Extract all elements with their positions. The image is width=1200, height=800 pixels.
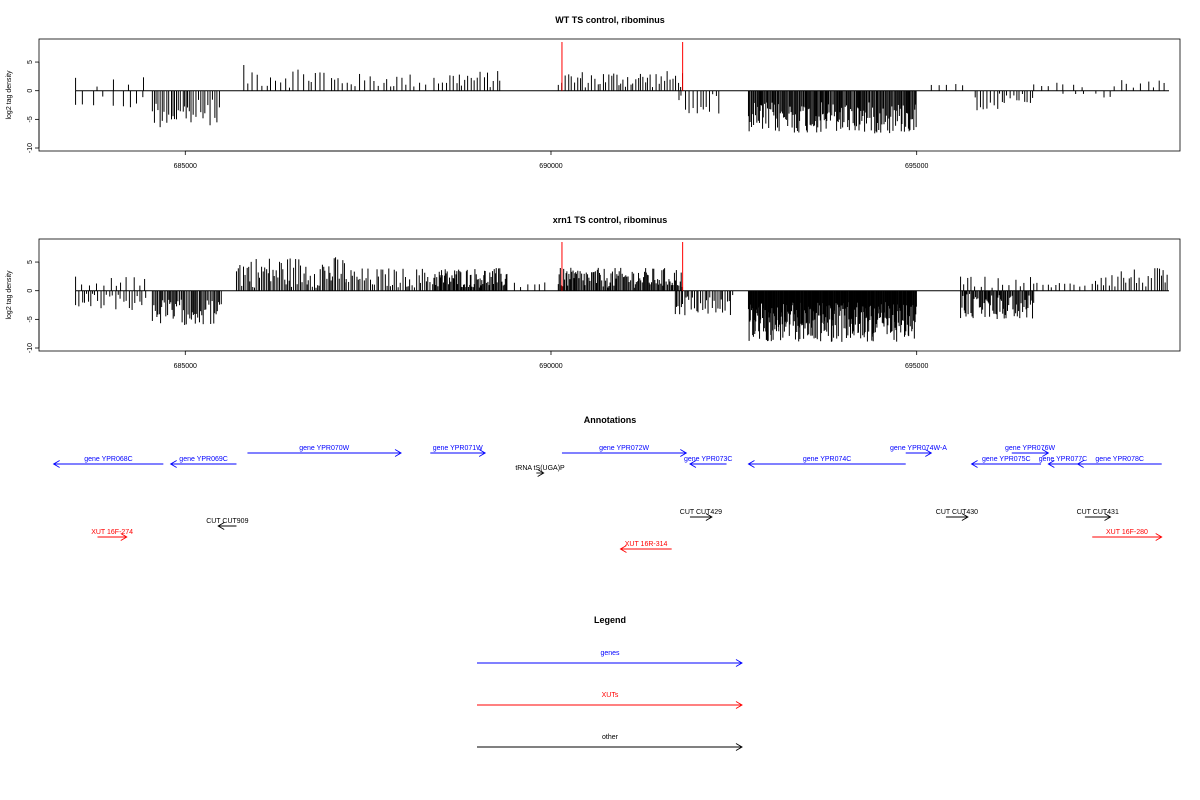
xrn1-y-axis: -10 -5 0 5 (27, 260, 40, 353)
annotation-label: gene YPR069C (179, 456, 228, 463)
annotation-arrowhead (961, 513, 969, 521)
xrn1-y-tick-label: -5 (27, 316, 34, 322)
wt-y-axis-label: log2 tag density (6, 70, 13, 120)
legend-entries: genes XUTs other (477, 650, 743, 751)
annotation-arrowhead (925, 449, 933, 457)
xrn1-y-axis-label: log2 tag density (6, 270, 13, 320)
wt-x-axis: 685000 690000 695000 (174, 150, 928, 170)
annotation-label: gene YPR071W (433, 445, 483, 452)
annotation-arrowhead (1076, 460, 1084, 468)
wt-y-axis: -10 -5 0 5 (27, 60, 40, 153)
annotation-arrowhead (1155, 533, 1163, 541)
legend-label: XUTs (602, 692, 619, 699)
annotation-arrowhead (478, 449, 487, 457)
annotation-arrowhead (1042, 449, 1050, 457)
annotation-arrowhead (394, 449, 402, 457)
annotation-label: XUT 16F-280 (1106, 529, 1148, 536)
annotation-arrowhead (619, 545, 627, 553)
wt-panel-title: WT TS control, ribominus (555, 15, 665, 25)
legend-label: other (602, 734, 619, 741)
xrn1-highlight-marks (561, 242, 684, 291)
legend-arrowhead (735, 701, 743, 709)
wt-coverage-bars (75, 65, 1165, 134)
annotation-label: gene YPR077C (1039, 456, 1088, 463)
wt-y-tick-label: 5 (27, 60, 34, 64)
annotation-arrowhead (747, 460, 755, 468)
annotation-arrowhead (1104, 513, 1112, 521)
annotation-label: gene YPR076W (1005, 445, 1055, 452)
wt-y-tick-label: 0 (27, 89, 34, 93)
annotation-arrowhead (537, 469, 545, 477)
xrn1-x-tick-label: 685000 (174, 363, 197, 370)
annotation-arrowhead (705, 513, 713, 521)
annotation-arrowhead (217, 522, 225, 530)
xrn1-y-tick-label: 0 (27, 289, 34, 293)
annotation-label: gene YPR072W (599, 445, 649, 452)
annotation-arrowhead (680, 449, 688, 457)
annotation-label: gene YPR074W-A (890, 445, 947, 452)
annotations-title: Annotations (584, 415, 637, 425)
annotation-arrowhead (689, 460, 697, 468)
legend-arrowhead (735, 743, 743, 751)
annotation-arrowhead (1047, 460, 1055, 468)
annotation-label: CUT CUT431 (1077, 509, 1119, 516)
wt-y-tick-label: -10 (27, 143, 34, 153)
annotation-label: gene YPR075C (982, 456, 1031, 463)
annotations-track: Annotations gene YPR068C gene YPR069Cgene… (52, 415, 1163, 553)
xrn1-y-tick-label: 5 (27, 260, 34, 264)
annotation-label: CUT CUT430 (936, 509, 978, 516)
xrn1-x-tick-label: 695000 (905, 363, 928, 370)
wt-x-tick-label: 695000 (905, 163, 928, 170)
annotation-arrowhead (120, 533, 128, 541)
xrn1-y-tick-label: -10 (27, 343, 34, 353)
annotation-arrowhead (970, 460, 978, 468)
xrn1-panel-title: xrn1 TS control, ribominus (553, 215, 668, 225)
wt-x-tick-label: 690000 (539, 163, 562, 170)
annotation-features: gene YPR068C gene YPR069C gene YPR070W gene… (52, 445, 1163, 553)
xrn1-coverage-bars (75, 257, 1168, 342)
annotation-label: CUT CUT429 (680, 509, 722, 516)
annotation-label: gene YPR078C (1095, 456, 1144, 463)
annotation-label: tRNA tS(UGA)P (515, 465, 565, 472)
legend-title: Legend (594, 615, 626, 625)
annotation-label: XUT 16R-314 (625, 541, 668, 548)
legend-label: genes (600, 650, 620, 657)
annotation-label: CUT CUT909 (206, 518, 248, 525)
xrn1-x-tick-label: 690000 (539, 363, 562, 370)
wt-highlight-marks (561, 42, 684, 91)
legend-arrowhead (735, 659, 743, 667)
annotation-label: gene YPR073C (684, 456, 733, 463)
annotation-arrowhead (169, 460, 177, 468)
annotation-label: gene YPR068C (84, 456, 133, 463)
annotation-label: gene YPR074C (803, 456, 852, 463)
wt-y-tick-label: -5 (27, 116, 34, 122)
wt-x-tick-label: 685000 (174, 163, 197, 170)
annotation-label: XUT 16F-274 (91, 529, 133, 536)
annotation-arrowhead (52, 460, 60, 468)
xrn1-x-axis: 685000 690000 695000 (174, 350, 928, 370)
annotation-label: gene YPR070W (299, 445, 349, 452)
wt-coverage-panel: WT TS control, ribominus log2 tag densit… (6, 15, 1181, 170)
legend: Legend genes XUTs other (477, 615, 743, 751)
xrn1-coverage-panel: xrn1 TS control, ribominus log2 tag dens… (6, 215, 1181, 370)
